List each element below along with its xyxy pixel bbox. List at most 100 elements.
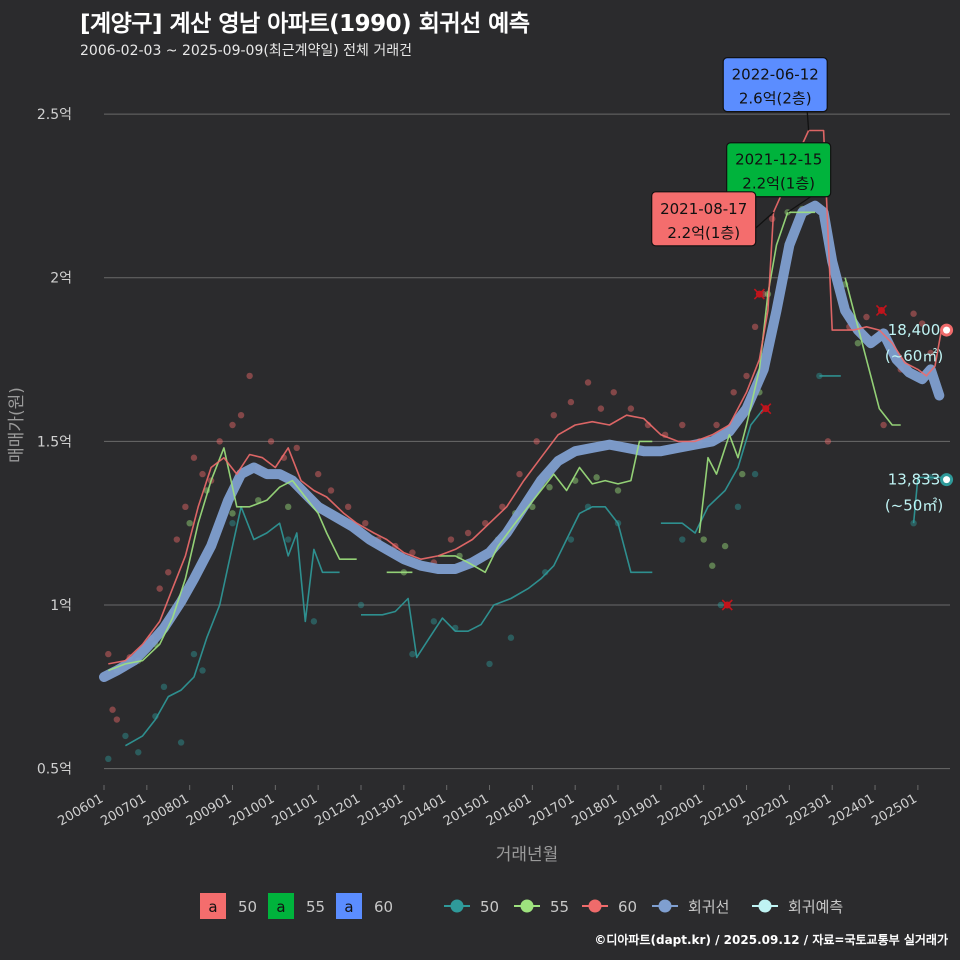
legend-box-55	[268, 893, 294, 919]
scatter-point-s60	[863, 313, 870, 321]
series-line-50	[125, 506, 340, 747]
series-line-50	[361, 506, 653, 659]
x-tick-label: 202501	[869, 791, 919, 829]
legend-line-marker-60	[588, 899, 602, 913]
scatter-point-s50	[135, 749, 142, 756]
scatter-point-s50	[105, 755, 112, 763]
scatter-point-s60	[533, 438, 540, 445]
scatter-point-s50	[160, 683, 168, 691]
scatter-point-s55	[229, 510, 236, 517]
scatter-point-s50	[679, 536, 686, 543]
scatter-point-s60	[173, 536, 181, 543]
legend-line-marker-회귀예측	[758, 899, 772, 913]
x-tick-label: 202401	[827, 791, 877, 829]
scatter-point-s60	[190, 454, 198, 461]
scatter-point-s60	[550, 411, 557, 419]
series-line-55	[108, 447, 357, 672]
scatter-point-s60	[409, 549, 416, 556]
scatter-point-s60	[267, 438, 275, 445]
annotation-price: 2.2억(1층)	[667, 224, 740, 242]
legend-line-label: 회귀예측	[788, 898, 843, 916]
x-tick-label: 201901	[612, 791, 662, 829]
cancelled-cross	[760, 403, 772, 415]
scatter-point-s60	[237, 411, 245, 419]
scatter-point-s60	[927, 349, 934, 357]
scatter-point-s50	[190, 650, 198, 658]
series-line-55	[698, 211, 816, 534]
cancelled-cross	[875, 304, 888, 317]
x-tick-label: 201601	[484, 791, 534, 829]
legend-line-marker-55	[520, 899, 534, 913]
cancelled-cross	[721, 599, 733, 611]
scatter-point-s55	[255, 497, 262, 504]
scatter-point-s60	[293, 444, 300, 452]
scatter-point-s60	[824, 438, 832, 445]
scatter-point-s60	[880, 421, 887, 429]
scatter-point-s50	[284, 536, 292, 543]
x-tick-label: 201301	[355, 791, 405, 829]
scatter-point-s60	[327, 487, 335, 494]
x-tick-label: 200901	[184, 791, 234, 829]
x-tick-label: 202201	[741, 791, 791, 829]
scatter-point-s50	[229, 519, 236, 527]
scatter-point-s60	[314, 470, 322, 478]
scatter-point-s55	[186, 519, 193, 527]
legend-line-label: 회귀선	[688, 898, 729, 916]
annotation-leader	[806, 111, 810, 131]
x-tick-label: 201001	[227, 791, 277, 829]
scatter-point-s50	[816, 372, 823, 380]
scatter-point-s60	[216, 438, 223, 445]
scatter-point-s60	[199, 470, 206, 478]
scatter-point-s60	[610, 389, 617, 396]
scatter-point-s55	[854, 339, 862, 347]
x-tick-label: 202301	[784, 791, 834, 829]
scatter-point-s50	[199, 667, 206, 674]
legend-box-glyph: a	[344, 898, 353, 916]
x-axis-title: 거래년월	[496, 845, 559, 865]
scatter-point-s50	[409, 650, 416, 658]
scatter-point-s55	[700, 536, 707, 543]
series-line-55	[438, 440, 653, 574]
legend-box-label: 55	[306, 898, 325, 916]
y-tick-label: 1.5억	[37, 434, 72, 450]
scatter-point-s50	[567, 536, 575, 543]
chart-subtitle: 2006-02-03 ~ 2025-09-09(최근계약일) 전체 거래건	[80, 43, 412, 59]
x-tick-label: 201401	[398, 791, 448, 829]
scatter-point-s60	[246, 372, 253, 380]
scatter-point-s60	[229, 421, 236, 429]
footer-credit: ©디아파트(dapt.kr) / 2025.09.12 / 자료=국토교통부 실…	[594, 933, 948, 947]
scatter-point-s55	[614, 487, 622, 494]
scatter-point-s50	[486, 660, 493, 668]
scatter-point-s50	[122, 732, 129, 740]
y-tick-label: 2억	[50, 271, 72, 287]
end-label-value: 13,833	[888, 471, 941, 489]
chart-title: [계양구] 계산 영남 아파트(1990) 회귀선 예측	[80, 11, 530, 37]
end-label-value: 18,400	[888, 321, 941, 339]
end-label-area: (~60㎡)	[885, 347, 943, 365]
forecast-point-core	[943, 326, 951, 334]
annotation-leader	[787, 196, 812, 213]
legend-line-marker-회귀선	[658, 899, 672, 913]
scatter-point-s60	[464, 529, 472, 537]
scatter-point-s60	[713, 421, 720, 429]
series-line-55	[844, 277, 901, 426]
x-tick-label: 200601	[56, 791, 106, 829]
annotation-box	[722, 57, 828, 113]
annotation-date: 2022-06-12	[732, 66, 819, 84]
legend-box-label: 50	[238, 898, 257, 916]
x-tick-label: 201101	[270, 791, 320, 829]
scatter-point-s60	[447, 536, 455, 543]
end-label-area: (~50㎡)	[885, 497, 943, 515]
legend-line-label: 55	[550, 898, 569, 916]
scatter-point-s55	[709, 562, 716, 569]
legend-line-marker-50	[450, 899, 464, 913]
y-axis-title: 매매가(원)	[7, 387, 27, 463]
scatter-point-s60	[109, 706, 116, 713]
legend-box-glyph: a	[208, 898, 217, 916]
forecast-point-core	[943, 476, 951, 484]
annotation-date: 2021-08-17	[660, 200, 747, 218]
scatter-point-s50	[717, 601, 725, 609]
annotation-price: 2.2억(1층)	[742, 175, 815, 193]
annotation-date: 2021-12-15	[735, 151, 822, 169]
scatter-point-s60	[165, 569, 172, 576]
